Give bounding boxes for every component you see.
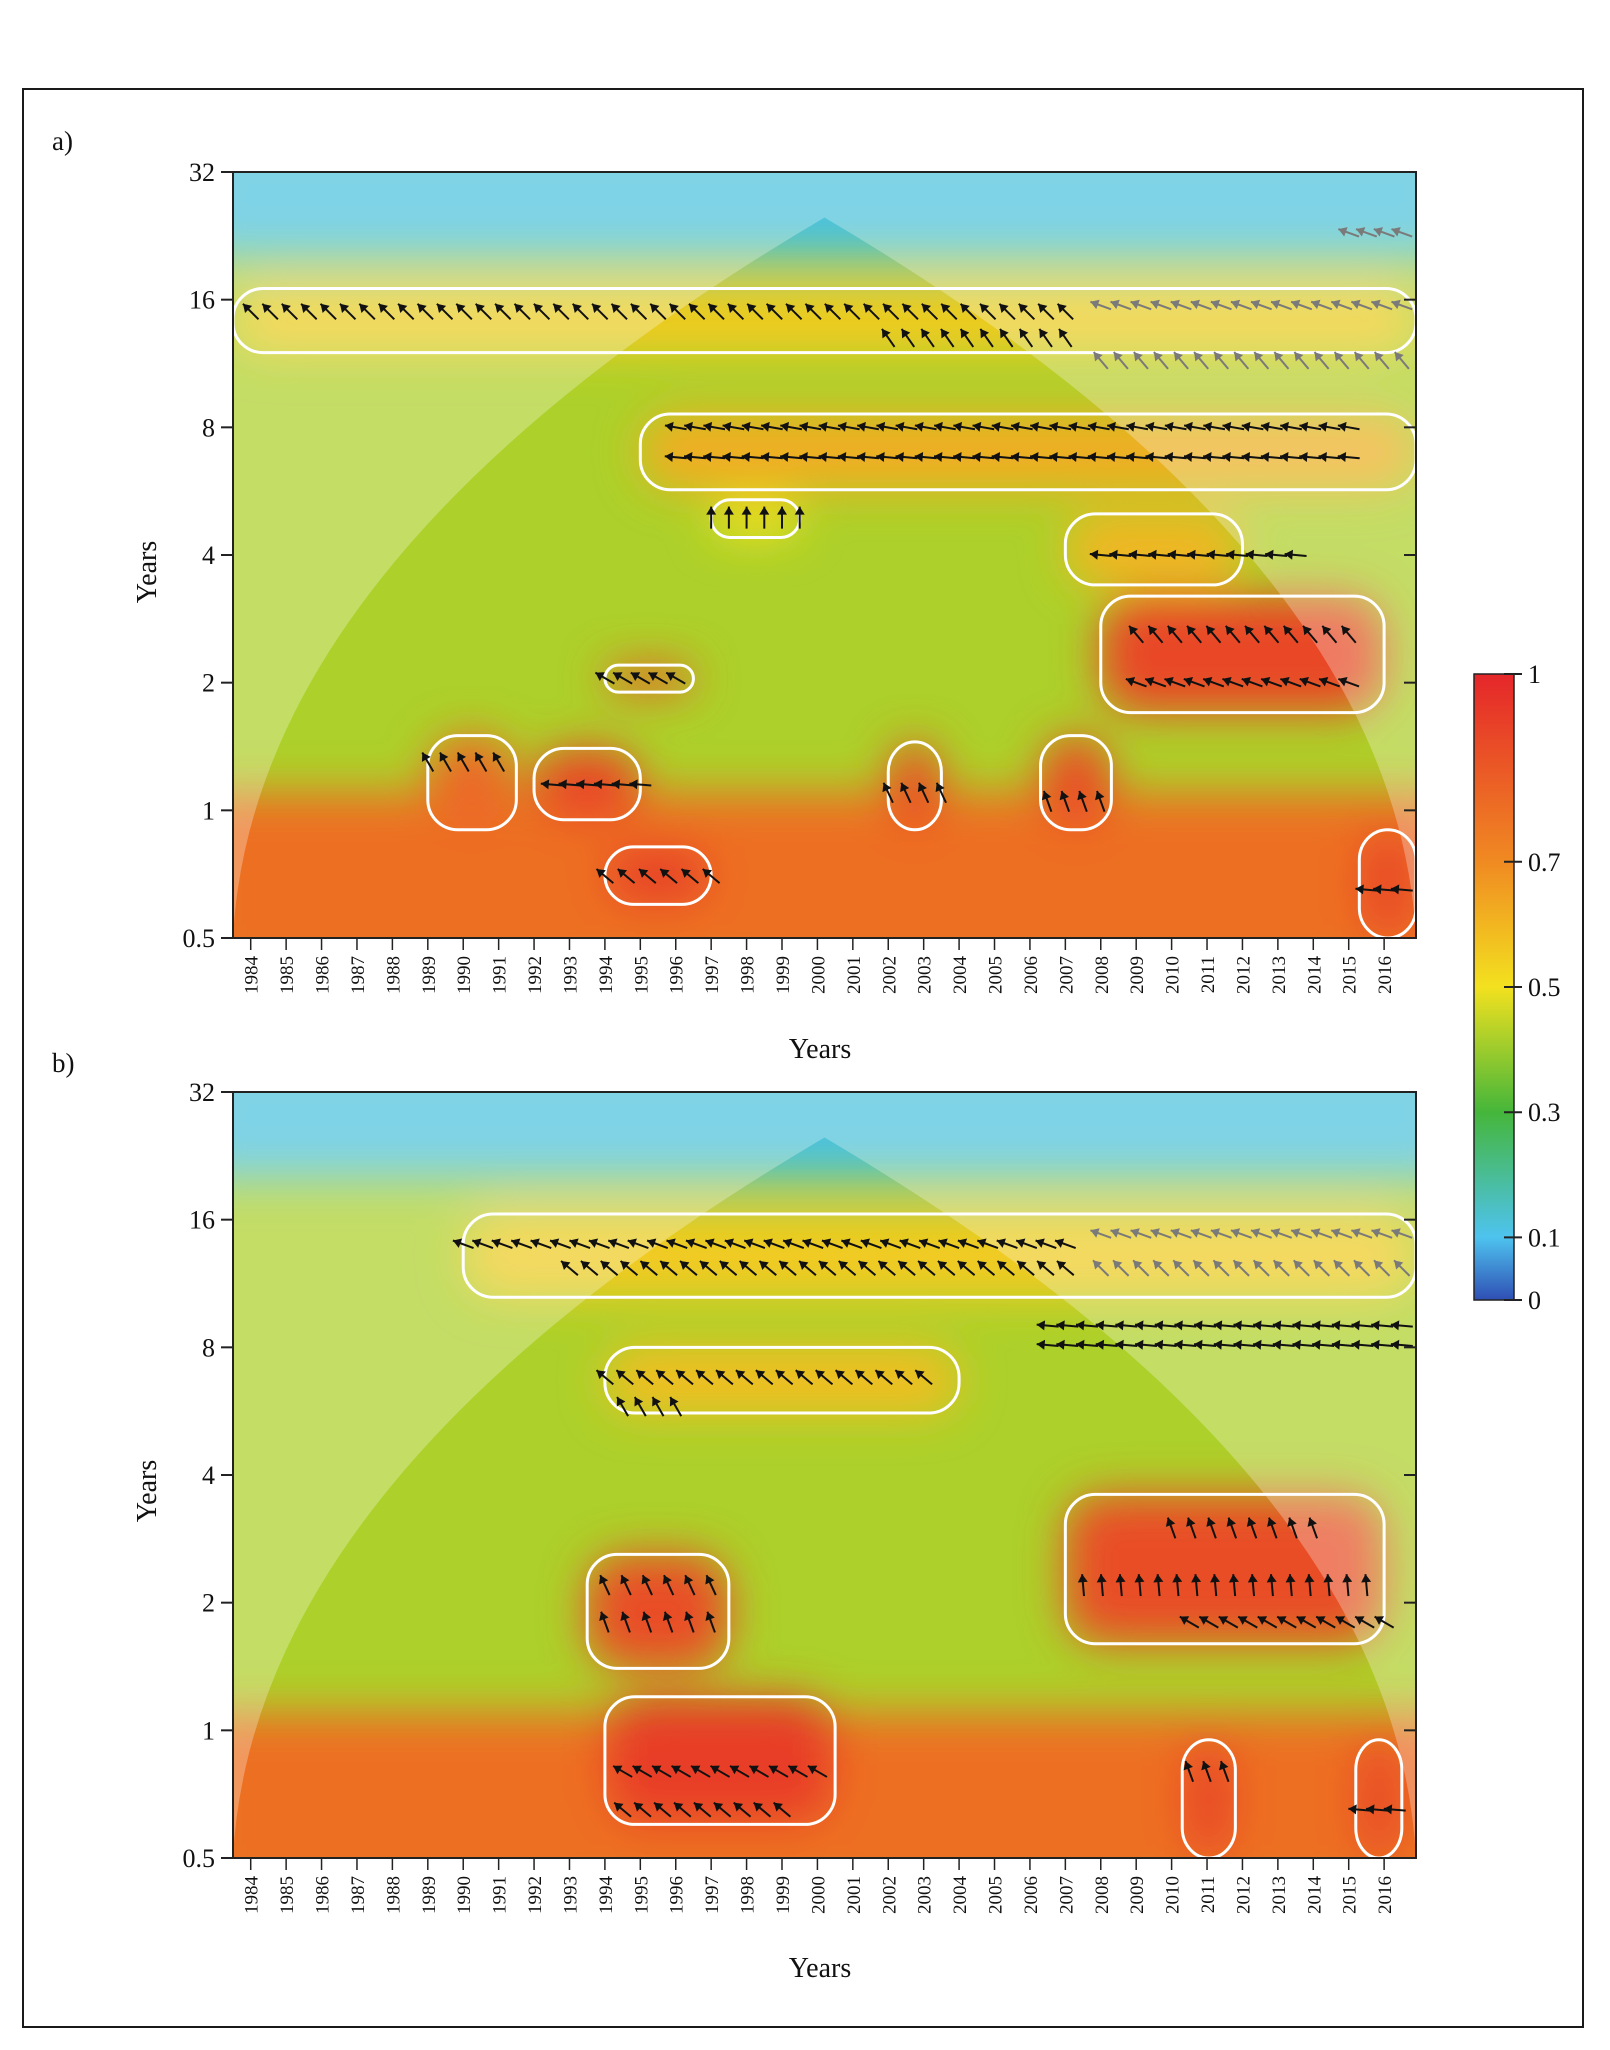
x-tick-label: 1988 xyxy=(383,1876,404,1914)
y-tick-label: 8 xyxy=(202,413,215,442)
colorbar-tick-label: 1 xyxy=(1528,660,1541,689)
x-tick-label: 2004 xyxy=(950,1876,971,1915)
x-tick-label: 2006 xyxy=(1021,1876,1042,1914)
x-tick-label: 1989 xyxy=(419,1876,440,1914)
colorbar-tick-label: 0.7 xyxy=(1528,848,1561,877)
x-tick-label: 2011 xyxy=(1198,1876,1219,1913)
x-tick-label: 2014 xyxy=(1304,1876,1325,1915)
x-tick-label: 2012 xyxy=(1233,1876,1254,1914)
coherence-region-4 xyxy=(711,500,800,538)
x-tick-label: 1998 xyxy=(738,1876,759,1914)
colorbar-tick-label: 0 xyxy=(1528,1286,1541,1315)
x-tick-label: 1985 xyxy=(277,1876,298,1914)
y-tick-label: 1 xyxy=(202,796,215,825)
coherence-region-3 xyxy=(587,1554,729,1668)
x-tick-label: 2009 xyxy=(1127,1876,1148,1914)
y-tick-label: 0.5 xyxy=(183,1844,216,1873)
coherence-region-9 xyxy=(888,742,941,830)
colorbar-tick-label: 0.3 xyxy=(1528,1098,1561,1127)
colorbar: 0 0.1 0.3 0.5 0.7 1 xyxy=(1460,660,1610,1320)
x-tick-label: 1997 xyxy=(702,1876,723,1914)
y-tick-label: 1 xyxy=(202,1716,215,1745)
x-tick-label: 2016 xyxy=(1375,1876,1396,1914)
x-tick-label: 2001 xyxy=(844,1876,865,1914)
y-tick-label: 4 xyxy=(202,1461,215,1490)
x-tick-label: 1992 xyxy=(525,1876,546,1914)
x-tick-label: 1987 xyxy=(348,1876,369,1914)
x-tick-label: 2005 xyxy=(986,1876,1007,1914)
x-tick-label: 1999 xyxy=(773,1876,794,1914)
panel-b-x-axis-title: Years xyxy=(740,1953,900,1985)
x-tick-label: 2013 xyxy=(1269,1876,1290,1914)
panel-b-wavelet-plot: 0.5 1 2 4 8 16 32 1984 1985 1986 1987 1988 1989 1990 1… xyxy=(0,920,1610,1950)
coherence-region-6 xyxy=(1356,1740,1402,1858)
x-tick-label: 2008 xyxy=(1092,1876,1113,1914)
panel-a-wavelet-plot: 0.5124816321984 1985 1986 1987 1988 1989 1990 1… xyxy=(0,0,1610,1030)
y-tick-label: 32 xyxy=(189,1078,215,1107)
x-tick-label: 2007 xyxy=(1056,1876,1077,1914)
colorbar-tick-label: 0.5 xyxy=(1528,973,1561,1002)
y-tick-label: 2 xyxy=(202,1589,215,1618)
coherence-region-5 xyxy=(1182,1740,1235,1858)
colorbar-tick-label: 0.1 xyxy=(1528,1223,1561,1252)
x-tick-label: 2002 xyxy=(879,1876,900,1914)
x-tick-label: 1993 xyxy=(560,1876,581,1914)
y-tick-label: 16 xyxy=(189,1206,215,1235)
coherence-region-3 xyxy=(1065,514,1242,585)
x-tick-label: 2003 xyxy=(915,1876,936,1914)
coherence-region-7 xyxy=(428,736,517,830)
y-tick-label: 2 xyxy=(202,669,215,698)
y-tick-label: 8 xyxy=(202,1333,215,1362)
x-tick-label: 1994 xyxy=(596,1876,617,1915)
x-tick-label: 1986 xyxy=(313,1876,334,1914)
x-tick-label: 2010 xyxy=(1163,1876,1184,1914)
x-tick-label: 1995 xyxy=(631,1876,652,1914)
x-tick-label: 1990 xyxy=(454,1876,475,1914)
coherence-region-10 xyxy=(1041,736,1112,830)
y-tick-label: 4 xyxy=(202,541,215,570)
x-tick-label: 1996 xyxy=(667,1876,688,1914)
x-tick-label: 1984 xyxy=(242,1876,263,1915)
y-tick-label: 16 xyxy=(189,286,215,315)
x-tick-label: 1991 xyxy=(490,1876,511,1914)
y-tick-label: 32 xyxy=(189,158,215,187)
x-tick-label: 2015 xyxy=(1340,1876,1361,1914)
x-tick-label: 2000 xyxy=(808,1876,829,1914)
